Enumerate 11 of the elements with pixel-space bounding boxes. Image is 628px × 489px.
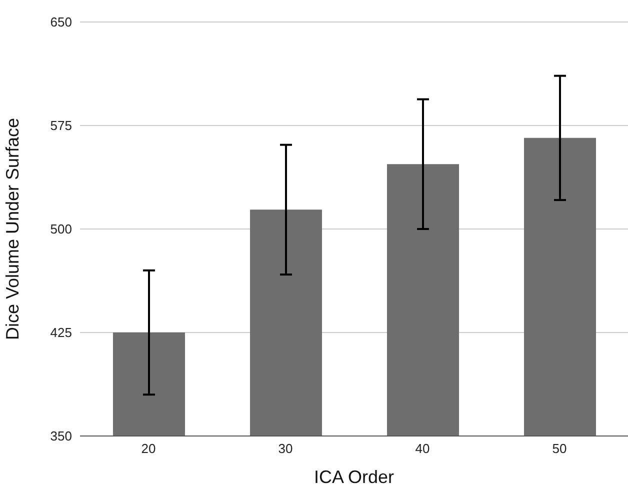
y-tick-label: 575 [50, 118, 72, 134]
x-tick-label: 30 [278, 441, 293, 456]
y-tick-label: 425 [50, 325, 72, 340]
x-axis-title: ICA Order [314, 467, 394, 487]
y-tick-label: 500 [50, 222, 72, 237]
x-tick-label: 20 [141, 441, 156, 456]
y-axis-title: Dice Volume Under Surface [2, 118, 22, 340]
x-tick-label: 50 [552, 441, 567, 456]
x-tick-label: 40 [415, 441, 430, 456]
y-tick-label: 650 [50, 14, 72, 30]
y-tick-label: 350 [50, 428, 72, 444]
